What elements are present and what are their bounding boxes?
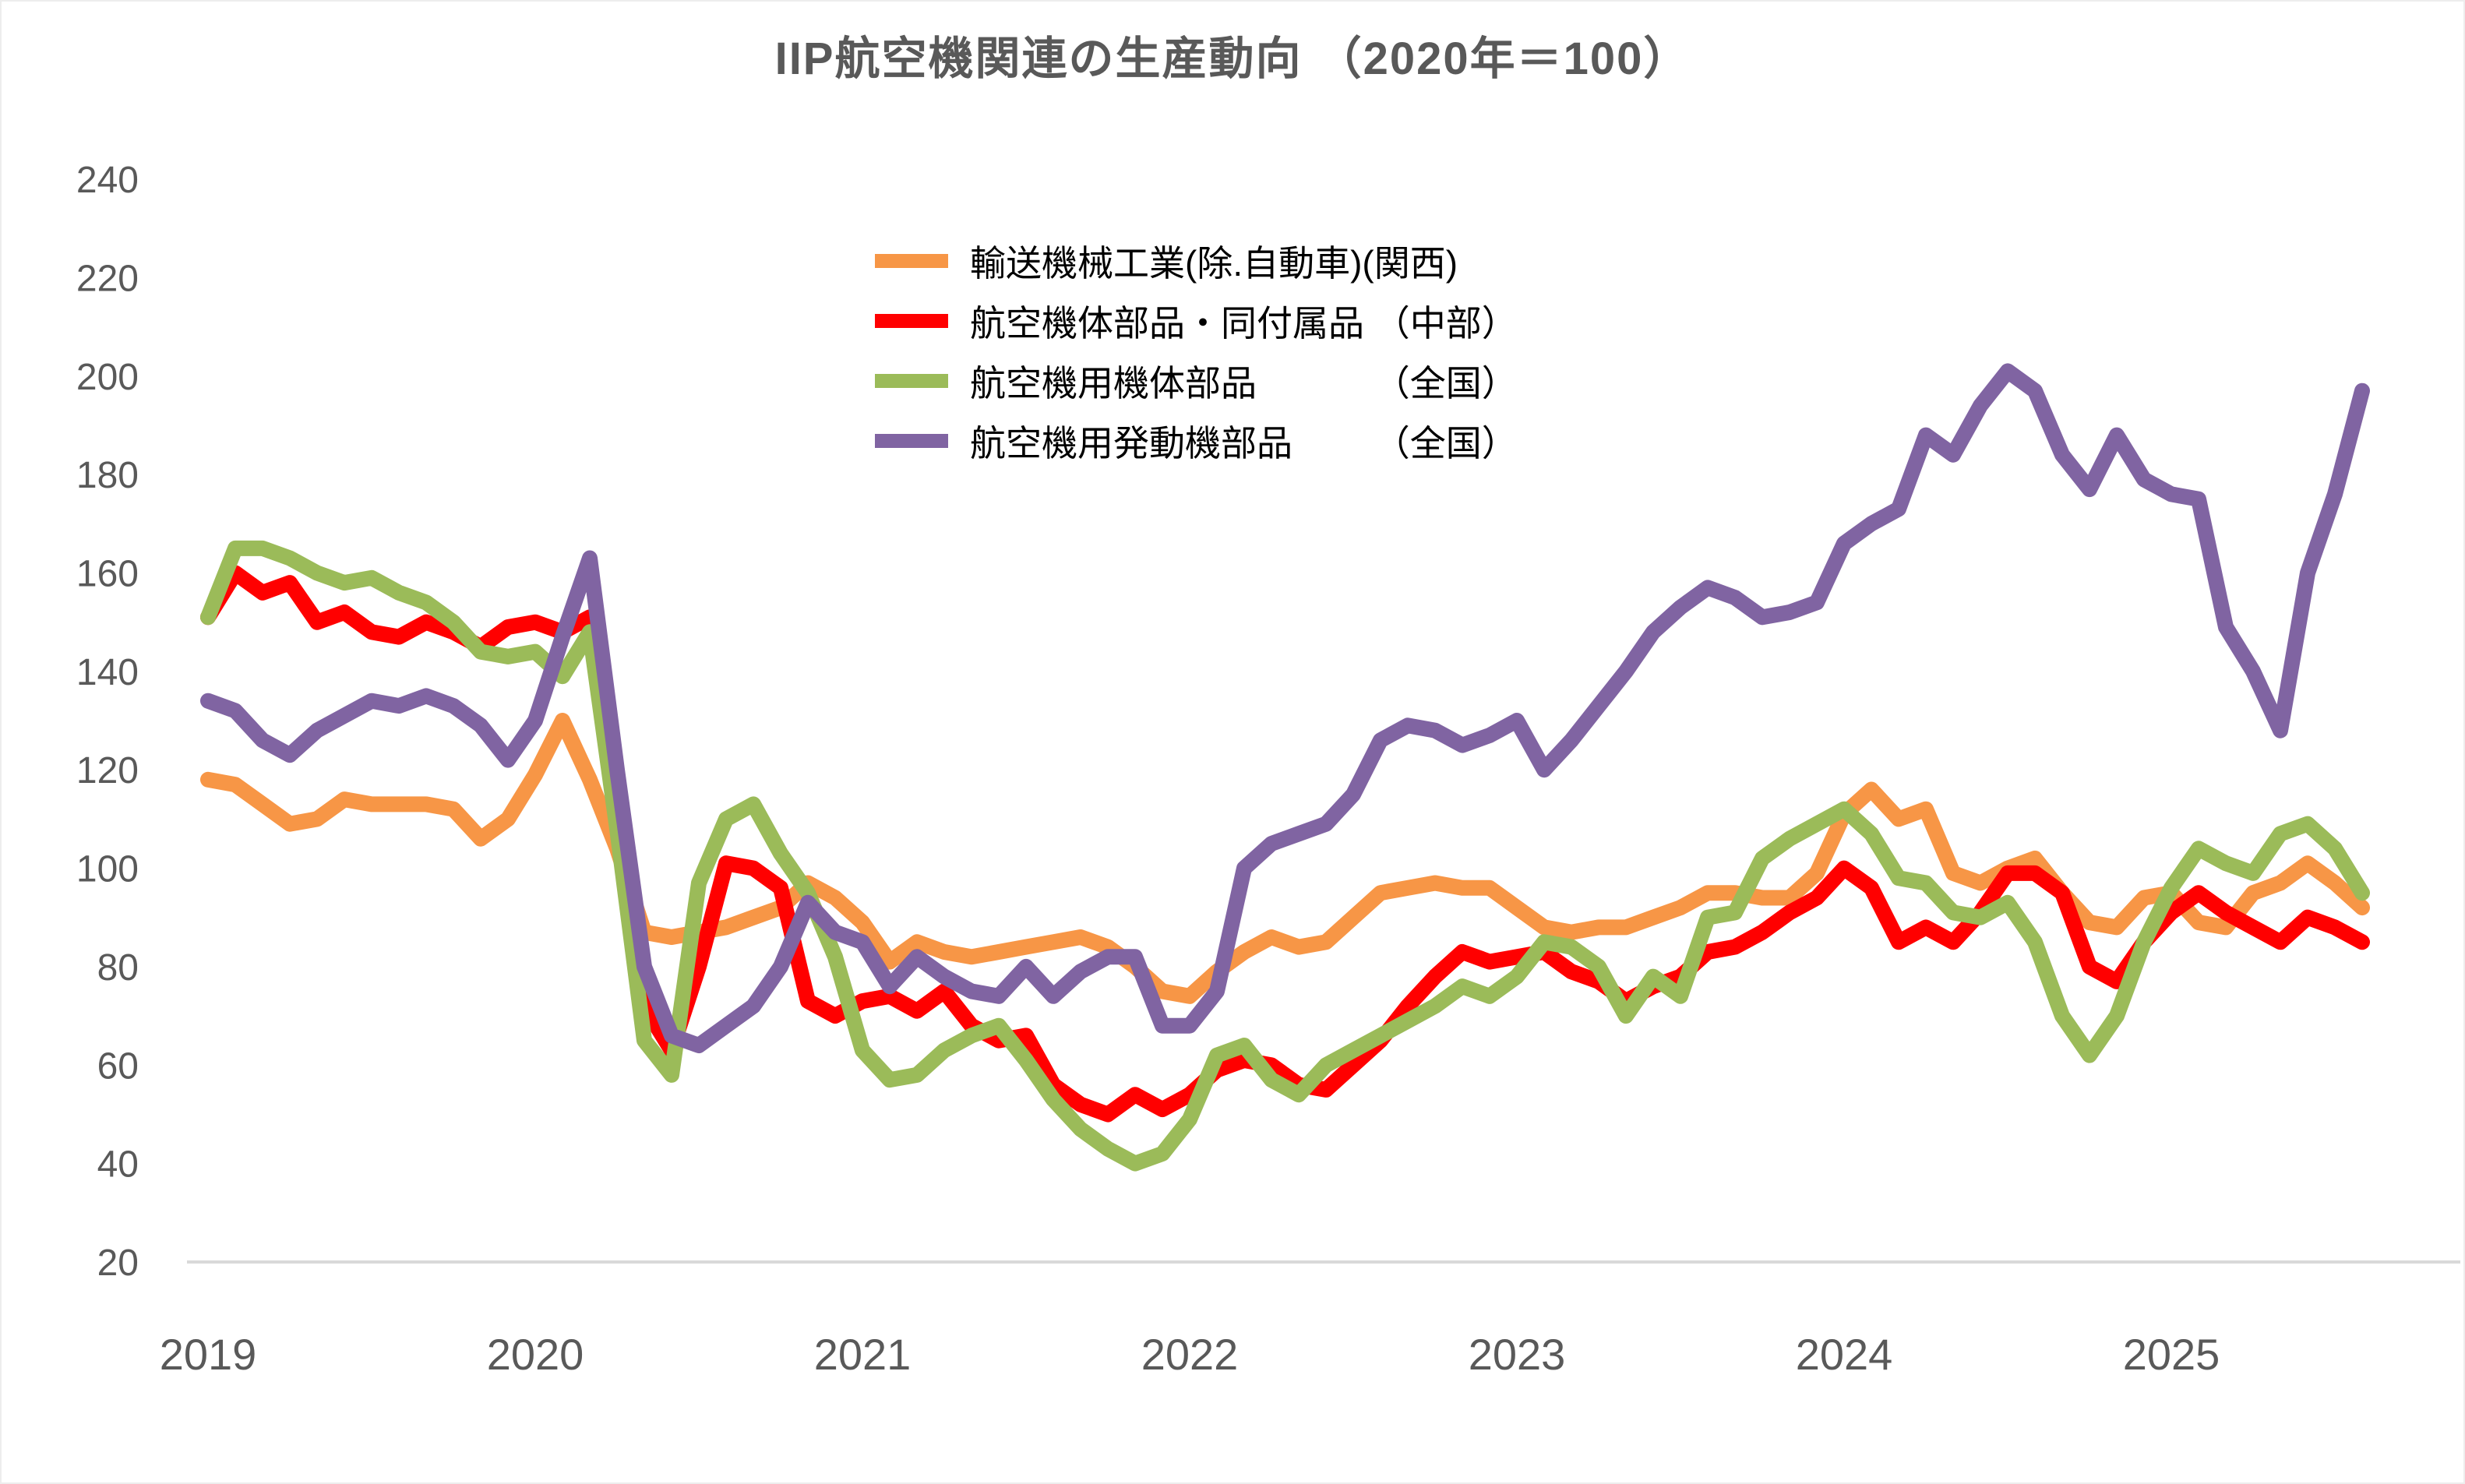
legend-row-airframe-parts-chubu: 航空機体部品・同付属品 （中部）: [875, 291, 1518, 351]
x-axis-tick-label: 2020: [487, 1330, 584, 1379]
y-axis-tick-label: 60: [97, 1045, 139, 1087]
legend: 輸送機械工業(除.自動車)(関西) 航空機体部品・同付属品 （中部） 航空機用機…: [875, 231, 1518, 471]
y-axis-tick-label: 140: [76, 652, 139, 693]
legend-label: 航空機用機体部品 （全国）: [970, 362, 1518, 404]
y-axis-tick-label: 100: [76, 849, 139, 890]
legend-swatch-green: [875, 373, 948, 388]
x-axis-tick-label: 2023: [1469, 1330, 1566, 1379]
legend-label: 航空機用発動機部品 （全国）: [970, 422, 1518, 464]
y-axis-tick-label: 40: [97, 1144, 139, 1186]
y-axis-tick-label: 240: [76, 160, 139, 201]
x-axis-tick-label: 2024: [1796, 1330, 1893, 1379]
series-line-2: [200, 540, 2370, 1172]
y-axis-tick-label: 220: [76, 258, 139, 299]
x-axis-tick-label: 2019: [160, 1330, 257, 1379]
legend-row-airframe-parts-national: 航空機用機体部品 （全国）: [875, 351, 1518, 411]
legend-label: 航空機体部品・同付属品 （中部）: [970, 302, 1518, 344]
x-axis-tick-label: 2025: [2123, 1330, 2220, 1379]
y-axis-tick-label: 20: [97, 1243, 139, 1284]
legend-row-engine-parts-national: 航空機用発動機部品 （全国）: [875, 411, 1518, 471]
y-axis-tick-label: 120: [76, 750, 139, 791]
series-line-3: [200, 363, 2370, 1053]
legend-swatch-red: [875, 313, 948, 328]
legend-swatch-purple: [875, 433, 948, 448]
legend-swatch-orange: [875, 253, 948, 268]
y-axis-tick-label: 160: [76, 553, 139, 594]
y-axis-tick-label: 200: [76, 357, 139, 398]
x-axis-tick-label: 2022: [1141, 1330, 1239, 1379]
legend-label: 輸送機械工業(除.自動車)(関西): [970, 242, 1458, 284]
legend-row-transport-machinery: 輸送機械工業(除.自動車)(関西): [875, 231, 1518, 291]
y-axis-tick-label: 80: [97, 947, 139, 989]
chart-title: IIP航空機関連の生産動向 （2020年＝100）: [774, 33, 1691, 84]
x-axis-tick-label: 2021: [814, 1330, 912, 1379]
y-axis-tick-label: 180: [76, 455, 139, 496]
